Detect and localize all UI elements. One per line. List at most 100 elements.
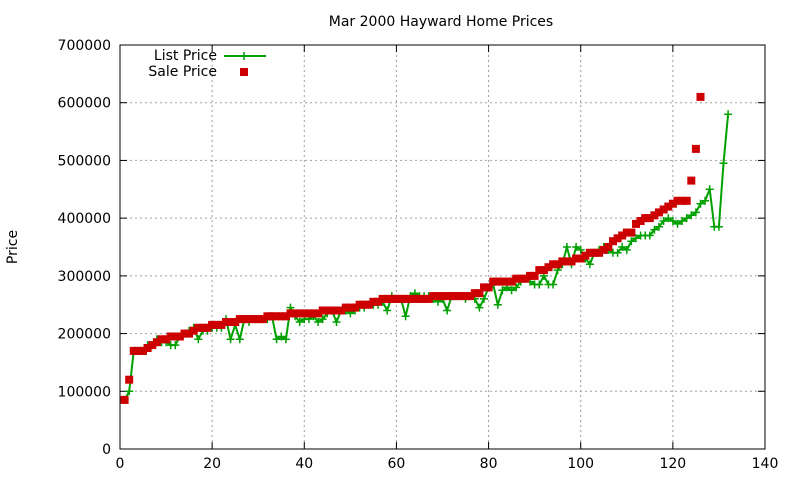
point-sale-price [120,395,129,404]
point-sale-price [323,306,332,315]
point-list-price [318,315,327,324]
point-sale-price [148,341,157,350]
legend-marker-sale-price [240,68,248,76]
point-sale-price [277,312,286,321]
point-sale-price [281,312,290,321]
point-sale-price [171,332,180,341]
point-sale-price [415,294,424,303]
point-sale-price [581,251,590,260]
point-list-price [272,335,281,344]
point-sale-price [291,309,300,318]
point-sale-price [678,196,687,205]
point-list-price [705,185,714,194]
y-tick-label: 400000 [58,211,111,227]
point-sale-price [374,297,382,306]
point-list-price [295,318,304,326]
point-list-price [443,306,452,315]
point-sale-price [424,294,433,303]
point-sale-price [304,309,313,318]
point-sale-price [461,292,470,301]
point-list-price [576,245,585,254]
point-sale-price [618,231,627,240]
point-list-price [613,248,622,257]
point-list-price [493,300,502,309]
point-list-price [645,231,654,240]
point-sale-price [480,283,488,292]
y-tick-label: 300000 [58,269,111,285]
point-sale-price [507,277,516,286]
legend-marker-list-price [240,52,248,60]
point-list-price [507,286,516,295]
point-list-price [622,245,631,254]
point-sale-price [622,228,631,237]
point-list-price [383,306,392,315]
point-list-price [194,335,203,344]
point-sale-price [198,323,207,332]
point-list-price [673,219,682,228]
point-sale-price [258,315,267,324]
point-sale-price [544,263,553,272]
point-list-price [475,303,484,312]
point-sale-price [567,257,576,266]
point-sale-price [254,315,263,324]
point-list-price [226,335,235,344]
point-list-price [719,159,728,168]
point-sale-price [222,318,230,326]
point-list-price [332,318,341,326]
point-sale-price [682,196,691,205]
point-sale-price [378,294,387,303]
point-list-price [401,312,410,321]
point-sale-price [175,332,184,341]
point-sale-price [268,312,276,321]
ticks: 0 20 40 60 80 100 120 140 0 100000 200000 300000 400… [58,38,779,472]
point-sale-price [521,274,530,283]
point-sale-price [134,346,143,355]
point-sale-price [143,344,152,352]
point-list-price [678,217,687,225]
point-sale-price [355,300,364,309]
point-sale-price [420,294,429,303]
legend-label-list-price: List Price [154,48,217,64]
point-sale-price [590,248,599,257]
x-tick-label: 80 [480,456,498,472]
point-sale-price [526,271,534,280]
point-sale-price [489,277,498,286]
point-sale-price [632,219,640,228]
point-sale-price [212,320,221,329]
point-list-price [125,387,134,396]
point-sale-price [539,266,548,275]
point-list-price [235,335,244,344]
point-sale-price [433,292,442,301]
point-sale-price [318,306,327,315]
x-tick-label: 100 [567,456,594,472]
point-sale-price [263,312,272,321]
point-sale-price [401,294,410,303]
point-list-price [655,222,663,231]
point-sale-price [438,292,447,301]
point-list-price [572,243,581,251]
point-sale-price [493,277,502,286]
point-sale-price [286,309,295,318]
point-sale-price [484,283,493,292]
legend-label-sale-price: Sale Price [148,64,217,80]
point-sale-price [166,332,175,341]
point-sale-price [636,217,645,225]
point-list-price [687,211,696,220]
point-sale-price [664,202,673,211]
point-sale-price [295,309,304,318]
point-sale-price [341,303,350,312]
point-sale-price [139,346,147,355]
point-list-price [171,341,180,350]
x-tick-label: 60 [388,456,406,472]
y-tick-label: 600000 [58,96,111,112]
point-sale-price [456,292,465,301]
point-sale-price [360,300,369,309]
point-sale-price [406,294,415,303]
series-line-list-price [123,114,730,401]
point-sale-price [553,260,562,269]
point-sale-price [576,254,585,263]
point-list-price [281,335,290,344]
point-list-price [724,110,733,119]
point-list-price [480,294,488,303]
